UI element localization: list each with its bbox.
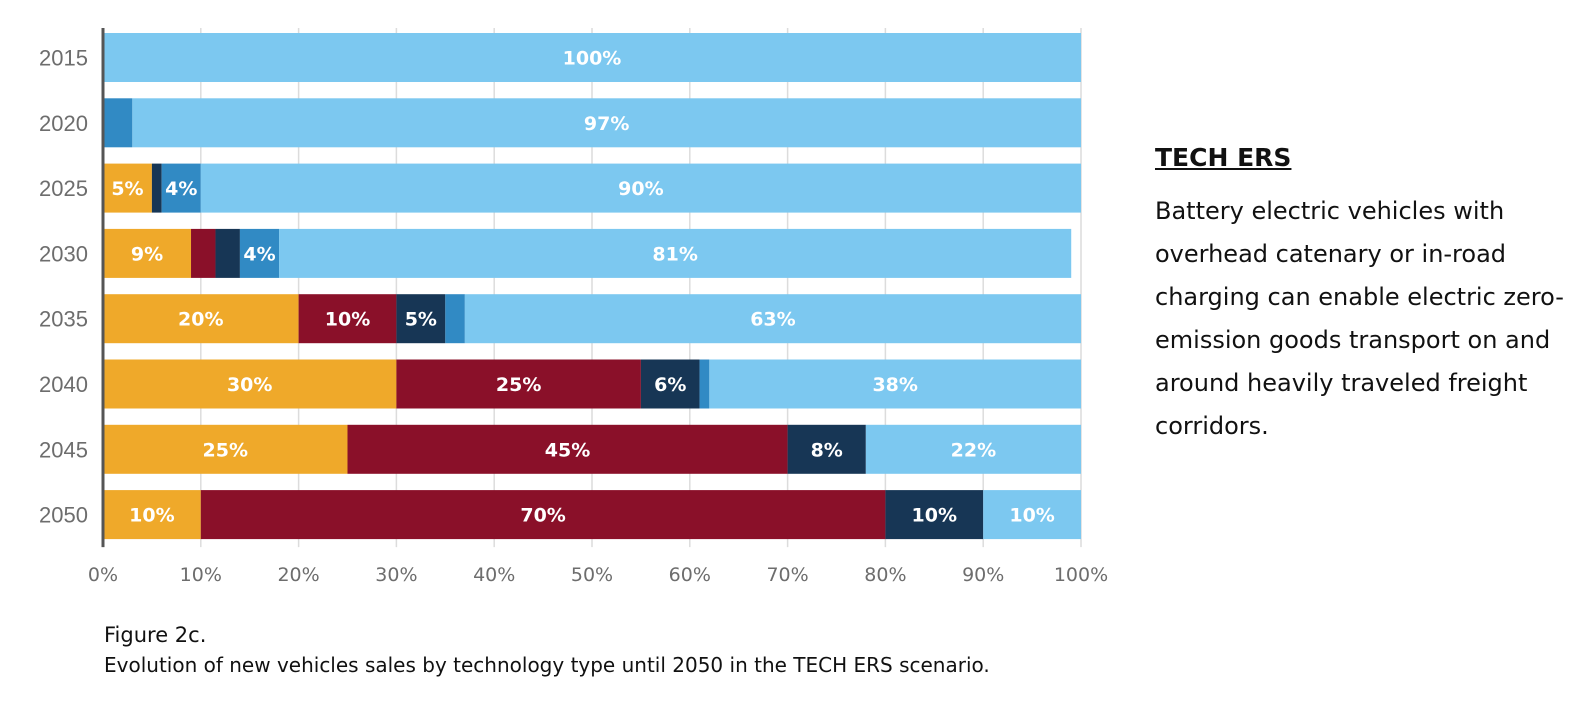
x-tick-label: 100% [1054, 564, 1108, 586]
data-label: 5% [405, 309, 437, 331]
y-tick-label: 2015 [39, 46, 88, 71]
data-label: 45% [545, 439, 590, 461]
data-label: 63% [750, 309, 795, 331]
data-label: 25% [203, 439, 248, 461]
bar-segment-maroon [298, 294, 397, 344]
data-label: 22% [951, 439, 996, 461]
data-label: 9% [131, 243, 163, 265]
bar-segment-light-blue [464, 294, 1081, 344]
data-label: 70% [520, 505, 565, 527]
x-tick-label: 60% [669, 564, 711, 586]
data-label: 8% [811, 439, 843, 461]
bar-segment-light-blue [132, 98, 1082, 148]
x-tick-label: 70% [766, 564, 808, 586]
bar-segment-orange [103, 424, 348, 474]
bar-segment-light-blue [865, 424, 1081, 474]
y-tick-label: 2050 [39, 503, 88, 528]
x-tick-label: 50% [571, 564, 613, 586]
data-label: 100% [563, 48, 622, 70]
scenario-body: Battery electric vehicles with overhead … [1155, 197, 1564, 440]
data-label: 38% [872, 374, 917, 396]
y-axis-labels: 2015 2020 2025 2030 2035 2040 2045 2050 [39, 46, 88, 528]
bar-segment-orange [103, 294, 299, 344]
y-tick-label: 2045 [39, 437, 88, 462]
bar-segment-light-blue [200, 163, 1082, 213]
x-tick-label: 90% [962, 564, 1004, 586]
data-label: 81% [652, 243, 697, 265]
data-label: 10% [912, 505, 957, 527]
data-label: 25% [496, 374, 541, 396]
x-tick-label: 0% [88, 564, 118, 586]
data-label: 4% [243, 243, 275, 265]
bar-segment-mid-blue [161, 163, 201, 213]
bar-segment-maroon [396, 359, 641, 409]
scenario-title: TECH ERS [1155, 143, 1292, 172]
bar-segment-orange [103, 228, 192, 278]
bar-segment-navy [396, 294, 446, 344]
data-label: 10% [1009, 505, 1054, 527]
bar-segment-light-blue [279, 228, 1072, 278]
stacked-bar-chart: 100% 97% 5% 4% 90% 9% 4% 81% 20% 10% 5% 63% 30% 25% 6%… [39, 28, 1108, 586]
scenario-description: TECH ERS Battery electric vehicles with … [1155, 140, 1575, 448]
bar-segment-orange [103, 490, 201, 540]
bar-segment-maroon [347, 424, 788, 474]
bar-segment-mid-blue [239, 228, 280, 278]
x-tick-label: 80% [864, 564, 906, 586]
x-tick-label: 20% [277, 564, 319, 586]
x-axis-labels: 0% 10% 20% 30% 40% 50% 60% 70% 80% 90% 100% [88, 564, 1108, 586]
bar-segment-maroon [200, 490, 886, 540]
bar-segment-navy [215, 228, 240, 278]
x-tick-label: 40% [473, 564, 515, 586]
bar-segment-mid-blue [445, 294, 465, 344]
bar-segment-navy [640, 359, 700, 409]
bar-segment-navy [787, 424, 866, 474]
data-label: 5% [111, 178, 143, 200]
figure-caption: Figure 2c. Evolution of new vehicles sal… [104, 620, 990, 680]
y-tick-label: 2025 [39, 176, 88, 201]
data-label: 20% [178, 309, 223, 331]
data-label: 10% [129, 505, 174, 527]
y-tick-label: 2030 [39, 241, 88, 266]
data-label: 90% [618, 178, 663, 200]
bar-segment-maroon [191, 228, 216, 278]
bar-segment-light-blue [709, 359, 1081, 409]
figure-number: Figure 2c. [104, 623, 207, 647]
y-tick-label: 2035 [39, 307, 88, 332]
bar-segment-orange [103, 359, 397, 409]
data-label: 10% [325, 309, 370, 331]
bar-segment-light-blue [983, 490, 1081, 540]
x-tick-label: 10% [180, 564, 222, 586]
bar-segment-navy [885, 490, 984, 540]
data-label: 97% [584, 113, 629, 135]
bar-segment-light-blue [103, 33, 1081, 82]
data-label: 6% [654, 374, 686, 396]
x-tick-label: 30% [375, 564, 417, 586]
data-label: 4% [165, 178, 197, 200]
bars: 100% 97% 5% 4% 90% 9% 4% 81% 20% 10% 5% 63% 30% 25% 6%… [103, 33, 1082, 540]
bar-segment-mid-blue [699, 359, 710, 409]
data-label: 30% [227, 374, 272, 396]
y-tick-label: 2020 [39, 111, 88, 136]
figure-description: Evolution of new vehicles sales by techn… [104, 653, 990, 677]
bar-segment-orange [103, 163, 152, 213]
bar-segment-navy [151, 163, 162, 213]
y-tick-label: 2040 [39, 372, 88, 397]
bar-segment-mid-blue [103, 98, 133, 148]
